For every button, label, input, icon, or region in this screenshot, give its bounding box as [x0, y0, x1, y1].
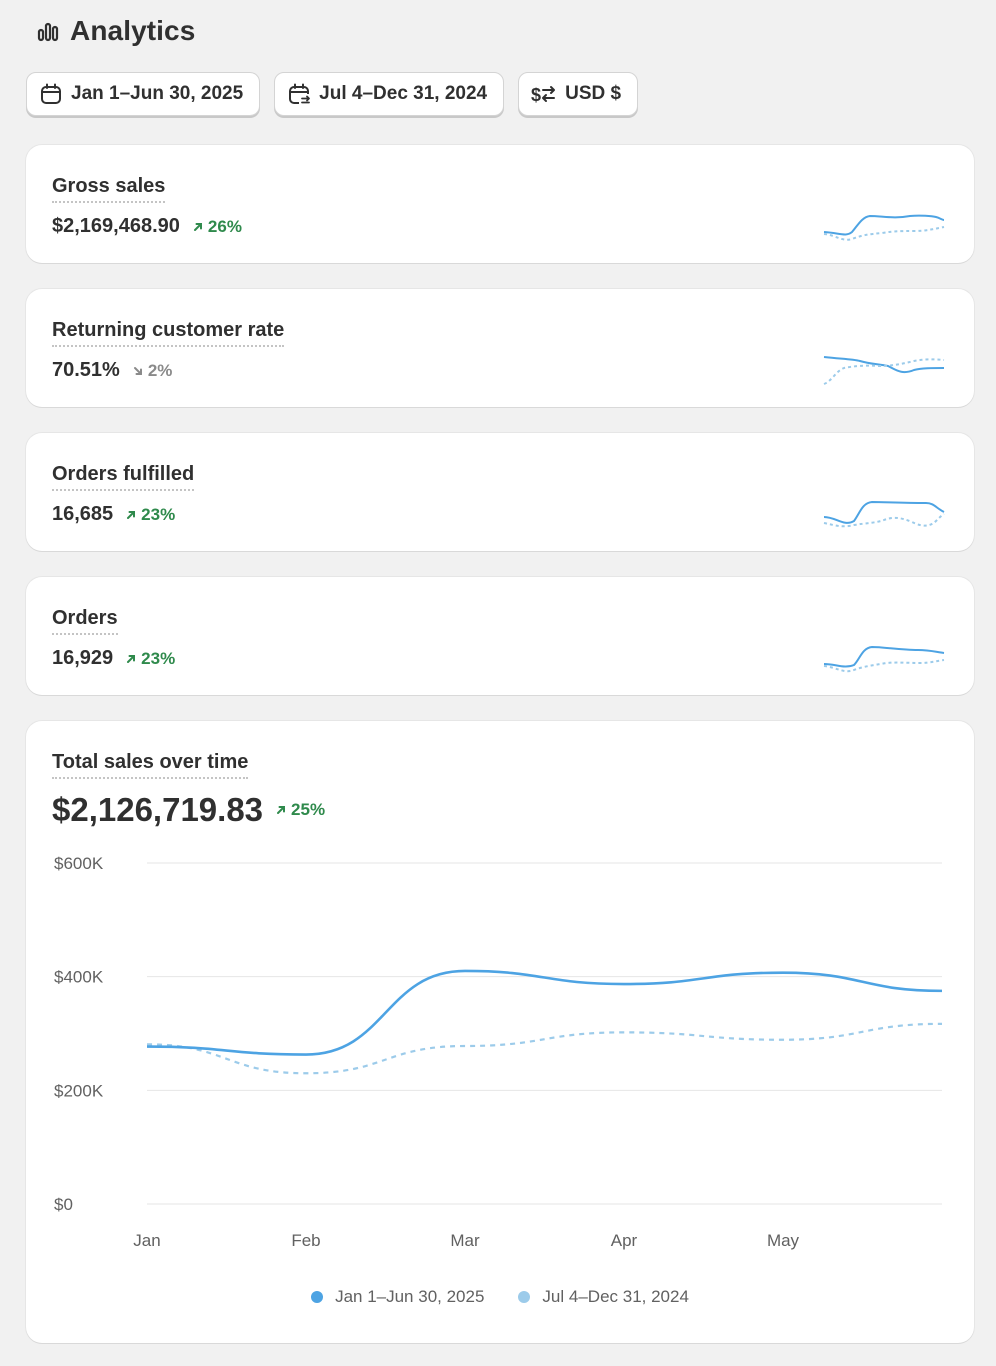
series-line-comparison — [146, 1022, 943, 1075]
y-tick-label: $400K — [54, 968, 104, 987]
date-range-label: Jan 1–Jun 30, 2025 — [71, 83, 244, 104]
x-tick-label: Jan — [133, 1231, 160, 1250]
sparkline — [823, 214, 945, 241]
arrow-up-right-icon — [193, 222, 202, 231]
chart-label[interactable]: Total sales over time — [52, 751, 249, 779]
arrow-down-right-icon — [133, 366, 142, 375]
delta-badge: 23% — [125, 505, 175, 525]
legend-item-current[interactable]: Jan 1–Jun 30, 2025 — [311, 1287, 484, 1307]
sparkline — [823, 645, 945, 673]
y-tick-label: $600K — [54, 854, 104, 873]
metric-label[interactable]: Gross sales — [52, 175, 166, 203]
x-tick-label: Feb — [291, 1231, 320, 1250]
currency-button[interactable]: $ USD $ — [518, 72, 639, 116]
total-sales-chart: $0 $200K $400K $600K Jan Feb Mar Apr May — [54, 854, 943, 1250]
y-tick-label: $0 — [54, 1195, 73, 1214]
x-tick-label: Mar — [450, 1231, 480, 1250]
y-tick-label: $200K — [54, 1081, 104, 1100]
compare-range-button[interactable]: Jul 4–Dec 31, 2024 — [274, 72, 505, 116]
sparkline — [823, 356, 945, 385]
orders-fulfilled-card[interactable]: Orders fulfilled 16,685 23% — [26, 433, 974, 551]
page-title: Analytics — [70, 15, 196, 46]
compare-range-label: Jul 4–Dec 31, 2024 — [319, 83, 488, 104]
delta-value: 26% — [207, 216, 242, 236]
delta-badge: 26% — [192, 217, 242, 237]
currency-label: USD $ — [565, 83, 622, 104]
total-sales-card[interactable]: $0 $200K $400K $600K Jan Feb Mar Apr May Total s… — [26, 721, 974, 1343]
gross-sales-card[interactable]: Gross sales $2,169,468.90 26% — [26, 145, 974, 263]
total-sales-value: $2,126,719.83 — [52, 791, 264, 828]
series-line-current — [146, 969, 943, 1056]
arrow-up-right-icon — [127, 510, 136, 519]
x-tick-label: Apr — [611, 1231, 638, 1250]
returning-customer-rate-card[interactable]: Returning customer rate 70.51% 2% — [26, 289, 974, 407]
date-range-button[interactable]: Jan 1–Jun 30, 2025 — [26, 72, 261, 116]
arrow-up-right-icon — [277, 806, 286, 814]
metric-value: 16,929 — [52, 647, 114, 669]
legend-dot-current — [311, 1291, 324, 1303]
orders-card[interactable]: Orders 16,929 23% — [26, 577, 974, 695]
delta-value: 23% — [141, 648, 176, 668]
delta-badge: 25% — [275, 800, 325, 820]
page-header: Analytics — [36, 14, 195, 48]
svg-text:$: $ — [531, 85, 541, 105]
legend-label: Jan 1–Jun 30, 2025 — [335, 1287, 485, 1306]
legend-item-comparison[interactable]: Jul 4–Dec 31, 2024 — [518, 1287, 689, 1307]
chart-legend: Jan 1–Jun 30, 2025 Jul 4–Dec 31, 2024 — [26, 1287, 974, 1307]
metric-label[interactable]: Orders — [52, 607, 118, 635]
delta-value: 2% — [147, 360, 173, 380]
delta-value: 23% — [141, 504, 176, 524]
delta-value: 25% — [291, 800, 326, 819]
metric-value: 16,685 — [52, 503, 114, 525]
sparkline — [823, 500, 945, 528]
metric-value: 70.51% — [52, 359, 120, 381]
arrow-up-right-icon — [127, 654, 136, 663]
metric-label[interactable]: Orders fulfilled — [52, 463, 195, 491]
filter-bar: Jan 1–Jun 30, 2025 Jul 4–Dec 31, 2024 $ … — [26, 72, 639, 116]
currency-exchange-icon: $ — [531, 82, 557, 106]
legend-label: Jul 4–Dec 31, 2024 — [542, 1287, 689, 1306]
calendar-icon — [39, 82, 63, 106]
legend-dot-comparison — [518, 1291, 531, 1303]
calendar-compare-icon — [287, 82, 311, 106]
bar-chart-icon — [36, 20, 60, 42]
x-tick-label: May — [767, 1231, 800, 1250]
metric-label[interactable]: Returning customer rate — [52, 319, 285, 347]
delta-badge: 23% — [125, 649, 175, 669]
delta-badge: 2% — [132, 360, 173, 381]
metric-value: $2,169,468.90 — [52, 215, 180, 237]
